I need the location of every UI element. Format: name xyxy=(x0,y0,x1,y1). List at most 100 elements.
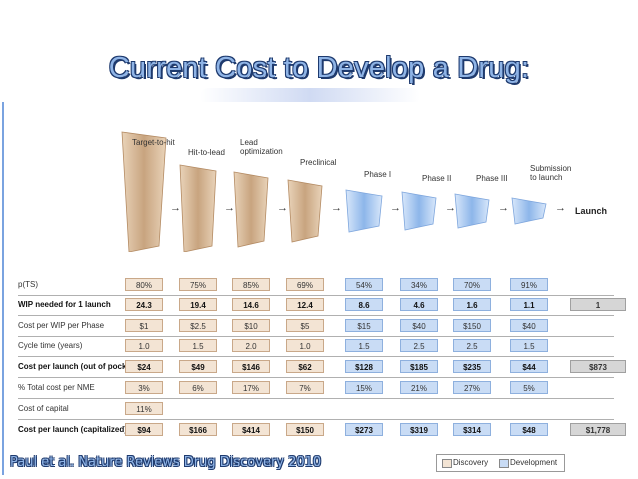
table-cell: $40 xyxy=(510,319,548,332)
launch-total-cell: $1,778 xyxy=(570,423,626,436)
flow-arrow-icon: → xyxy=(331,202,342,214)
row-divider xyxy=(18,356,614,357)
table-cell: 21% xyxy=(400,381,438,394)
stage-label-6: Phase III xyxy=(476,174,508,183)
stage-funnel-4 xyxy=(345,189,383,233)
row-label: Cost per WIP per Phase xyxy=(18,321,105,330)
table-cell: 1.5 xyxy=(510,339,548,352)
table-cell: 2.5 xyxy=(400,339,438,352)
pipeline-funnels xyxy=(121,131,547,252)
row-label: % Total cost per NME xyxy=(18,383,95,392)
table-cell: 80% xyxy=(125,278,163,291)
table-cell: 1.0 xyxy=(125,339,163,352)
table-cell: $146 xyxy=(232,360,270,373)
citation: Paul et al. Nature Reviews Drug Discover… xyxy=(10,455,322,470)
table-cell: $1 xyxy=(125,319,163,332)
table-cell: 1.1 xyxy=(510,298,548,311)
row-label: WIP needed for 1 launch xyxy=(18,300,111,309)
table-cell: $44 xyxy=(510,360,548,373)
table-cell: 11% xyxy=(125,402,163,415)
table-cell: $185 xyxy=(400,360,438,373)
row-divider xyxy=(18,295,614,296)
table-cell: $49 xyxy=(179,360,217,373)
obscured-subtitle xyxy=(200,88,420,104)
stage-label-3: Preclinical xyxy=(300,158,337,167)
row-label: Cost per launch (capitalized) xyxy=(18,425,127,434)
table-cell: $319 xyxy=(400,423,438,436)
table-cell xyxy=(345,402,383,415)
row-label: Cycle time (years) xyxy=(18,341,83,350)
table-cell: 1.0 xyxy=(286,339,324,352)
flow-arrow-icon: → xyxy=(555,202,566,214)
table-cell: $150 xyxy=(453,319,491,332)
table-cell: $10 xyxy=(232,319,270,332)
table-cell: 70% xyxy=(453,278,491,291)
launch-total-cell: $873 xyxy=(570,360,626,373)
pipeline-figure: Target-to-hit → Hit-to-lead → Lead optimizat… xyxy=(2,102,638,475)
table-cell: 12.4 xyxy=(286,298,324,311)
stage-funnel-0 xyxy=(121,131,167,252)
launch-label: Launch xyxy=(575,206,608,216)
table-cell: 69% xyxy=(286,278,324,291)
row-label: p(TS) xyxy=(18,280,38,289)
legend-development-swatch xyxy=(499,459,509,468)
table-cell xyxy=(179,402,217,415)
table-cell: 5% xyxy=(510,381,548,394)
row-divider xyxy=(18,377,614,378)
table-cell: $62 xyxy=(286,360,324,373)
row-divider xyxy=(18,336,614,337)
table-cell: 17% xyxy=(232,381,270,394)
table-cell: 91% xyxy=(510,278,548,291)
stage-funnel-5 xyxy=(401,191,437,231)
table-cell: 85% xyxy=(232,278,270,291)
table-cell: 4.6 xyxy=(400,298,438,311)
row-label: Cost per launch (out of pocket) xyxy=(18,362,137,371)
flow-arrow-icon: → xyxy=(390,202,401,214)
flow-arrow-icon: → xyxy=(277,202,288,214)
table-cell: $40 xyxy=(400,319,438,332)
table-cell xyxy=(400,402,438,415)
table-cell: 75% xyxy=(179,278,217,291)
row-divider xyxy=(18,398,614,399)
table-cell xyxy=(510,402,548,415)
stage-label-0: Target-to-hit xyxy=(132,138,175,147)
table-cell: $150 xyxy=(286,423,324,436)
table-cell: 24.3 xyxy=(125,298,163,311)
legend-development-label: Development xyxy=(510,458,558,467)
table-cell: $314 xyxy=(453,423,491,436)
table-cell: $128 xyxy=(345,360,383,373)
stage-label-2: Lead optimization xyxy=(240,138,283,156)
table-cell: $2.5 xyxy=(179,319,217,332)
launch-total-cell: 1 xyxy=(570,298,626,311)
row-label: Cost of capital xyxy=(18,404,69,413)
table-cell: 14.6 xyxy=(232,298,270,311)
table-cell: 3% xyxy=(125,381,163,394)
flow-arrow-icon: → xyxy=(498,202,509,214)
table-cell xyxy=(286,402,324,415)
flow-arrow-icon: → xyxy=(445,202,456,214)
stage-funnel-3 xyxy=(287,179,323,243)
stage-funnel-7 xyxy=(511,197,547,225)
table-cell: $24 xyxy=(125,360,163,373)
table-cell: $166 xyxy=(179,423,217,436)
flow-arrow-icon: → xyxy=(170,202,181,214)
table-cell: 27% xyxy=(453,381,491,394)
table-cell: 6% xyxy=(179,381,217,394)
table-cell: 1.6 xyxy=(453,298,491,311)
row-divider xyxy=(18,315,614,316)
table-cell xyxy=(453,402,491,415)
legend-discovery-label: Discovery xyxy=(453,458,489,467)
stage-funnel-6 xyxy=(454,193,490,229)
row-divider xyxy=(18,419,614,420)
stage-label-5: Phase II xyxy=(422,174,452,183)
table-cell: 7% xyxy=(286,381,324,394)
table-cell: $48 xyxy=(510,423,548,436)
table-cell: $235 xyxy=(453,360,491,373)
stage-funnel-2 xyxy=(233,171,269,248)
table-cell: 8.6 xyxy=(345,298,383,311)
table-cell xyxy=(232,402,270,415)
legend: Discovery Development xyxy=(436,454,565,472)
table-cell: 1.5 xyxy=(345,339,383,352)
table-cell: $273 xyxy=(345,423,383,436)
table-cell: 15% xyxy=(345,381,383,394)
